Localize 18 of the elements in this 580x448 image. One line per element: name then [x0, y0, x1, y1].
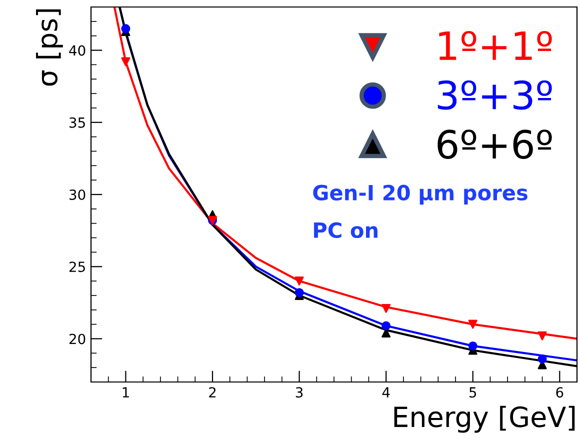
y-axis-title: σ [ps]	[36, 9, 63, 86]
legend-label: 3º+3º	[438, 80, 552, 110]
y-tick-label: 40	[69, 45, 86, 56]
y-tick-label: 20	[69, 334, 86, 344]
x-axis-title: Energy [GeV]	[394, 406, 575, 433]
y-tick-label: 30	[70, 189, 86, 200]
annotation: PC on	[314, 222, 378, 238]
x-tick-label: 6	[556, 387, 564, 398]
x-tick-label: 5	[470, 387, 476, 398]
x-tick-label: 4	[382, 387, 390, 398]
x-tick-label: 2	[209, 387, 216, 398]
x-tick-label: 1	[122, 387, 129, 398]
x-tick-label: 3	[296, 387, 303, 398]
y-tick-label: 35	[70, 117, 85, 128]
legend-label: 6º+6º	[438, 130, 552, 160]
annotation: Gen-I 20 μm pores	[313, 184, 528, 205]
y-tick-label: 25	[69, 262, 85, 272]
legend-label: 1º+1º	[439, 31, 552, 60]
